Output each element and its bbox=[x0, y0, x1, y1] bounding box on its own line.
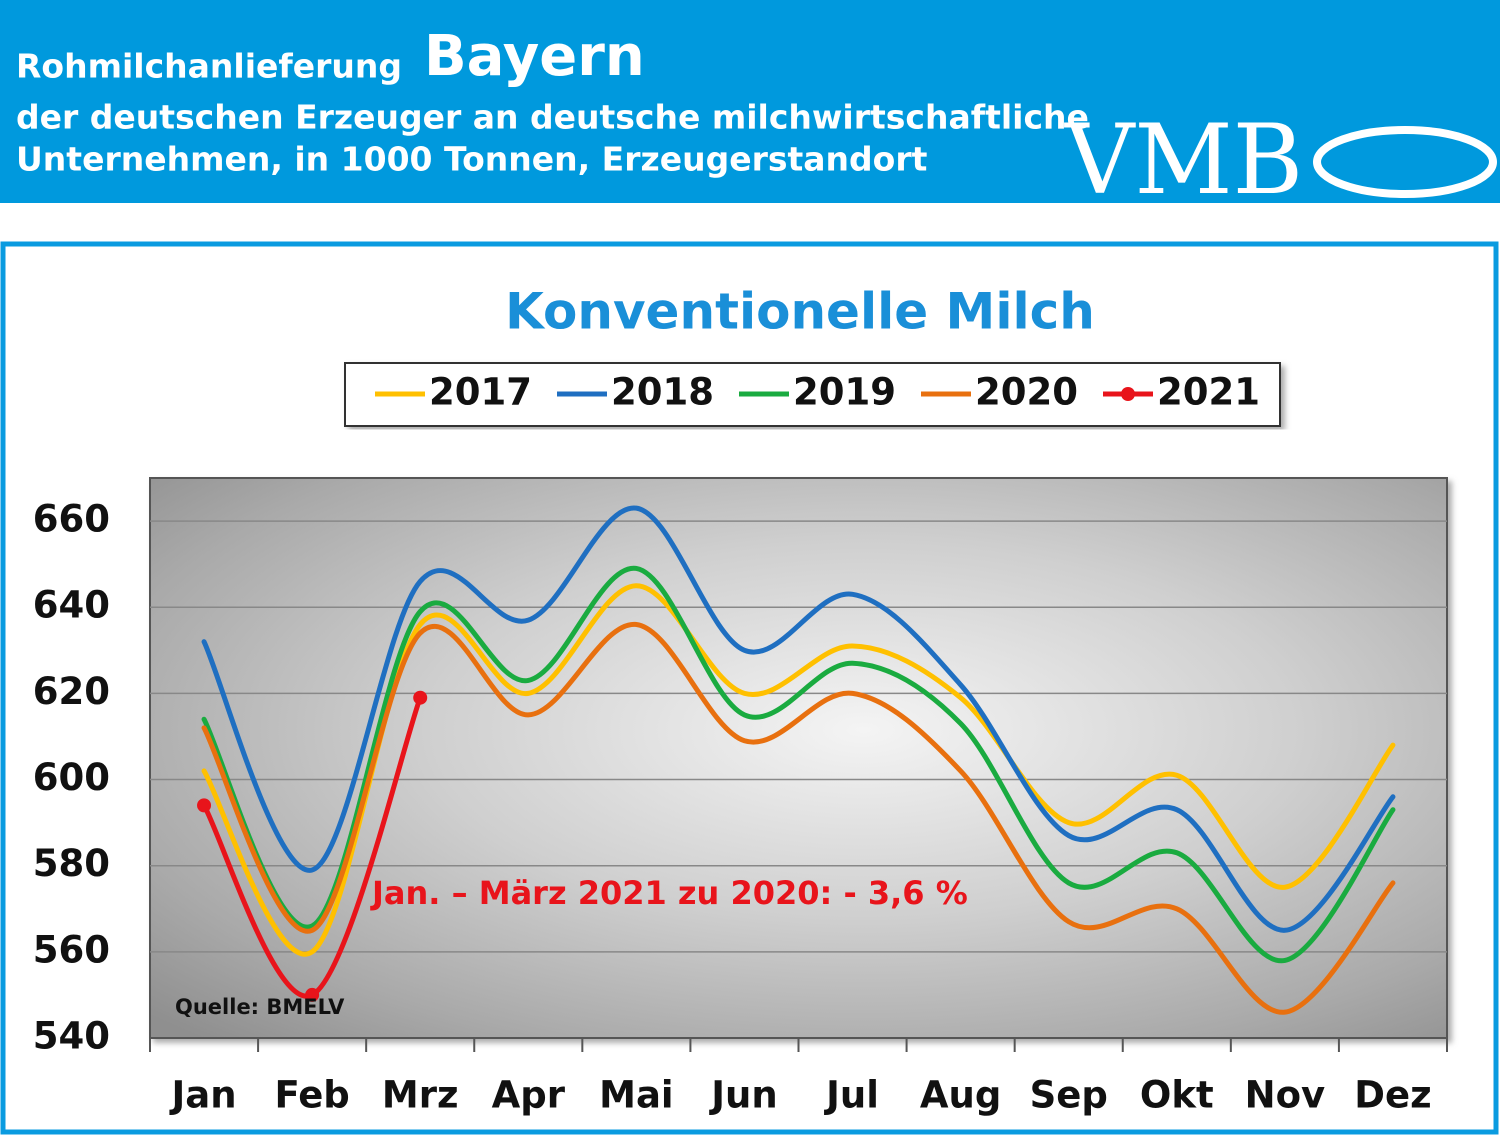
x-tick-label: Feb bbox=[274, 1074, 349, 1117]
x-tick-label: Jul bbox=[823, 1074, 879, 1117]
y-tick-label: 560 bbox=[33, 928, 110, 971]
logo: VMB bbox=[1064, 104, 1303, 216]
x-tick-label: Jan bbox=[169, 1074, 237, 1117]
x-tick-label: Aug bbox=[920, 1074, 1001, 1117]
chart-title: Konventionelle Milch bbox=[505, 283, 1095, 341]
header-band bbox=[0, 0, 1500, 203]
data-point bbox=[413, 690, 428, 705]
annotation: Jan. – März 2021 zu 2020: - 3,6 % bbox=[370, 874, 968, 912]
legend-label: 2021 bbox=[1157, 371, 1260, 414]
x-tick-label: Nov bbox=[1245, 1074, 1326, 1117]
plot-area bbox=[149, 477, 1448, 1039]
legend-label: 2018 bbox=[611, 371, 714, 414]
series-line bbox=[201, 621, 1396, 1015]
y-tick-label: 580 bbox=[33, 842, 110, 885]
legend-label: 2019 bbox=[793, 371, 896, 414]
y-tick-label: 640 bbox=[33, 584, 110, 627]
x-tick-label: Jun bbox=[708, 1074, 777, 1117]
x-tick-label: Mai bbox=[599, 1074, 673, 1117]
x-tick-label: Okt bbox=[1140, 1074, 1214, 1117]
y-tick-label: 600 bbox=[33, 756, 110, 799]
legend-label: 2020 bbox=[975, 371, 1078, 414]
header-subtitle: der deutschen Erzeuger an deutsche milch… bbox=[16, 98, 1089, 137]
source: Quelle: BMELV bbox=[175, 995, 345, 1019]
x-tick-label: Dez bbox=[1354, 1074, 1431, 1117]
y-tick-label: 660 bbox=[33, 498, 110, 541]
header-subtitle: Unternehmen, in 1000 Tonnen, Erzeugersta… bbox=[16, 140, 928, 179]
legend-label: 2017 bbox=[429, 371, 532, 414]
series-line bbox=[201, 565, 1396, 963]
data-point bbox=[305, 987, 320, 1002]
x-tick-label: Apr bbox=[492, 1074, 566, 1117]
logo-swirl bbox=[1313, 126, 1497, 198]
x-tick-label: Mrz bbox=[382, 1074, 459, 1117]
header-region: Bayern bbox=[424, 24, 645, 89]
series-line bbox=[201, 505, 1396, 933]
y-tick-label: 540 bbox=[33, 1015, 110, 1058]
legend-marker bbox=[1121, 387, 1135, 401]
data-point bbox=[197, 798, 212, 813]
header-title: Rohmilchanlieferung bbox=[16, 47, 402, 86]
y-tick-label: 620 bbox=[33, 670, 110, 713]
x-tick-label: Sep bbox=[1030, 1074, 1108, 1117]
